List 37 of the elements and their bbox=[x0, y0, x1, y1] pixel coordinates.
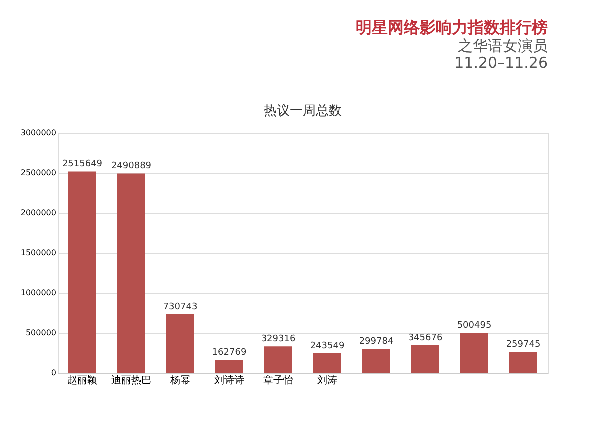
bar bbox=[412, 345, 440, 373]
data-label: 2515649 bbox=[62, 160, 103, 170]
bar bbox=[68, 172, 96, 373]
y-tick-label: 2000000 bbox=[20, 208, 56, 218]
data-label: 500495 bbox=[457, 320, 492, 331]
data-label: 730743 bbox=[163, 302, 198, 313]
y-tick-label: 2500000 bbox=[20, 168, 56, 178]
y-tick-label: 0 bbox=[51, 368, 56, 378]
chart-subtitle: 之华语女演员 bbox=[458, 37, 548, 55]
x-tick-label: 刘诗诗 bbox=[214, 374, 244, 386]
data-label: 259745 bbox=[506, 340, 541, 350]
text: 热议一周总数 bbox=[264, 104, 342, 119]
y-tick-label: 1000000 bbox=[20, 288, 56, 298]
data-label: 345676 bbox=[408, 333, 443, 344]
y-tick-label: 3000000 bbox=[20, 128, 56, 138]
y-tick-label: 500000 bbox=[26, 328, 56, 338]
bar bbox=[314, 354, 342, 373]
data-label: 2490889 bbox=[111, 162, 152, 172]
x-tick-label: 刘涛 bbox=[318, 374, 338, 386]
data-label: 243549 bbox=[310, 342, 345, 352]
bar bbox=[460, 332, 488, 373]
data-label: 329316 bbox=[261, 334, 296, 345]
data-label: 299784 bbox=[359, 337, 394, 348]
x-tick-label: 章子怡 bbox=[264, 374, 294, 386]
bar bbox=[166, 314, 194, 373]
bar bbox=[118, 174, 146, 373]
y-tick-label: 1500000 bbox=[20, 248, 56, 258]
data-label: 162769 bbox=[212, 348, 247, 358]
bar bbox=[362, 349, 390, 373]
x-tick-label: 迪丽热巴 bbox=[112, 374, 152, 386]
chart-title: 明星网络影响力指数排行榜 bbox=[356, 18, 548, 37]
bar bbox=[216, 360, 244, 373]
text: 11.20–11.26 bbox=[454, 54, 548, 72]
x-tick-label: 赵丽颖 bbox=[68, 374, 98, 386]
bar bbox=[510, 352, 538, 373]
bar bbox=[264, 346, 292, 373]
x-tick-label: 杨幂 bbox=[170, 374, 190, 386]
